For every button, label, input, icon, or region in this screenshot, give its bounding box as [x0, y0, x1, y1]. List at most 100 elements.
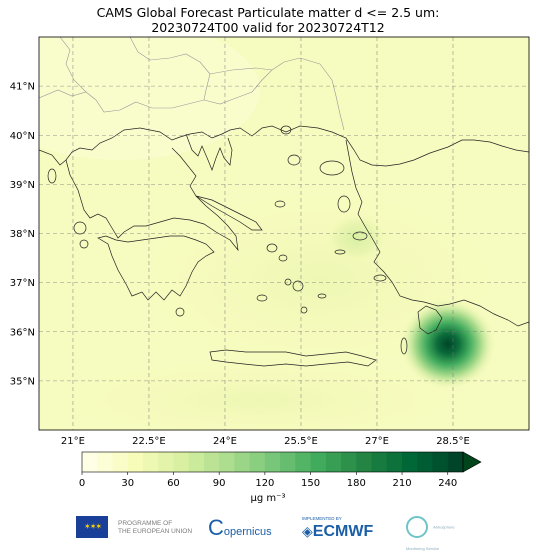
colorbar-swatch	[219, 452, 235, 472]
lon-tick-label: 27°E	[365, 436, 389, 447]
island-milos	[256, 294, 268, 302]
lat-tick-label: 37°N	[10, 278, 35, 289]
colorbar-swatch	[158, 452, 174, 472]
colorbar-swatch	[188, 452, 205, 472]
lon-tick-label: 25.5°E	[284, 436, 318, 447]
colorbar-swatch	[264, 452, 281, 472]
eu-text-line-2: THE EUROPEAN UNION	[118, 528, 193, 535]
hotspot-main	[399, 298, 496, 391]
lon-tick-label: 21°E	[61, 436, 85, 447]
island-samos	[352, 231, 368, 241]
island-chios	[337, 195, 351, 213]
colorbar-swatch	[356, 452, 373, 472]
colorbar-swatch	[280, 452, 296, 472]
colorbar-swatch	[447, 452, 464, 472]
title-line-1: CAMS Global Forecast Particulate matter …	[96, 5, 440, 20]
island-thasos	[280, 125, 292, 135]
island-skyros	[274, 200, 286, 208]
copernicus-logo: Copernicus	[208, 515, 278, 545]
border-north	[39, 57, 321, 113]
pm25-field	[39, 37, 529, 430]
lat-tick-label: 38°N	[10, 229, 35, 240]
colorbar-swatch	[295, 452, 312, 472]
country-borders	[39, 37, 345, 131]
plot-frame	[38, 36, 530, 431]
coastline-rhodes	[417, 305, 443, 335]
copernicus-c-icon: C	[208, 515, 224, 540]
coastline-peloponnese	[97, 235, 215, 301]
island-andros	[266, 243, 278, 253]
colorbar-swatch	[142, 452, 159, 472]
cams-circle-icon	[406, 516, 428, 538]
colorbar-tick-label: 150	[301, 478, 320, 489]
border-bulgaria	[209, 67, 273, 75]
title-line-2: 20230724T00 valid for 20230724T12	[151, 20, 385, 35]
colorbar-swatch	[402, 452, 418, 472]
hotspot-weak	[324, 212, 389, 265]
colorbar-ticks: 0 30 60 90 120 150 180 210 240	[79, 472, 457, 489]
lat-tick-label: 39°N	[10, 180, 35, 191]
colorbar-swatches	[82, 452, 464, 472]
island-karpathos	[400, 337, 408, 355]
colorbar-frame	[81, 451, 464, 473]
border-turkey	[319, 63, 345, 131]
colorbar-swatch	[249, 452, 266, 472]
eu-logo: ✶✶✶	[76, 516, 110, 546]
lon-tick-label: 28.5°E	[436, 436, 470, 447]
island-lesbos	[319, 160, 345, 176]
colorbar-swatch	[310, 452, 327, 472]
colorbar-swatch	[173, 452, 190, 472]
copernicus-text: opernicus	[223, 526, 272, 538]
eu-flag-icon: ✶✶✶	[76, 516, 108, 538]
colorbar-tick-label: 210	[392, 478, 411, 489]
colorbar-swatch	[82, 452, 98, 472]
ecmwf-mark-icon: ◈	[302, 524, 313, 540]
colorbar-unit-label: µg m⁻³	[250, 493, 286, 504]
ecmwf-logo: IMPLEMENTED BY ◈ECMWF	[302, 516, 392, 546]
island-naxos	[292, 280, 304, 292]
colorbar-tick-label: 120	[255, 478, 274, 489]
lon-tick-label: 22.5°E	[132, 436, 166, 447]
island-ikaria	[334, 249, 346, 255]
chart-title: CAMS Global Forecast Particulate matter …	[0, 5, 536, 35]
lat-tick-label: 36°N	[10, 327, 35, 338]
colorbar-swatch	[341, 452, 357, 472]
colorbar-swatch	[432, 452, 449, 472]
colorbar-swatch	[417, 452, 434, 472]
colorbar-swatch	[203, 452, 220, 472]
lat-tick-label: 35°N	[10, 376, 35, 387]
colorbar-swatch	[371, 452, 388, 472]
eu-programme-text: PROGRAMME OF THE EUROPEAN UNION	[118, 520, 208, 550]
colorbar-swatch	[234, 452, 251, 472]
colorbar-swatch	[386, 452, 403, 472]
colorbar-swatch	[112, 452, 129, 472]
island-corfu	[47, 168, 57, 184]
islands	[47, 125, 408, 355]
coastline-anatolia	[345, 139, 529, 327]
coastline-euboea	[195, 195, 263, 231]
colorbar: 0 30 60 90 120 150 180 210 240	[79, 451, 482, 489]
coastline-west-greece	[65, 147, 239, 252]
coastlines	[39, 125, 529, 367]
colorbar-tick-label: 0	[79, 478, 85, 489]
ecmwf-text: ECMWF	[312, 523, 374, 540]
colorbar-tick-label: 30	[121, 478, 134, 489]
border-balkans	[59, 37, 87, 93]
colorbar-tick-label: 60	[167, 478, 180, 489]
lat-tick-label: 41°N	[10, 82, 35, 93]
longitude-labels: 21°E 22.5°E 24°E 25.5°E 27°E 28.5°E	[61, 436, 470, 447]
island-tinos	[278, 254, 288, 262]
island-kos	[373, 274, 387, 282]
colorbar-tick-label: 240	[438, 478, 457, 489]
island-kefalonia	[73, 221, 87, 235]
colorbar-tick-label: 90	[213, 478, 226, 489]
lat-tick-label: 40°N	[10, 131, 35, 142]
island-paros	[284, 278, 292, 286]
coastline-crete	[209, 349, 377, 367]
lon-tick-label: 24°E	[213, 436, 237, 447]
island-amorgos	[317, 293, 327, 299]
colorbar-swatch	[127, 452, 144, 472]
coastline-chalkidiki	[185, 133, 233, 172]
island-kythira	[175, 307, 185, 317]
